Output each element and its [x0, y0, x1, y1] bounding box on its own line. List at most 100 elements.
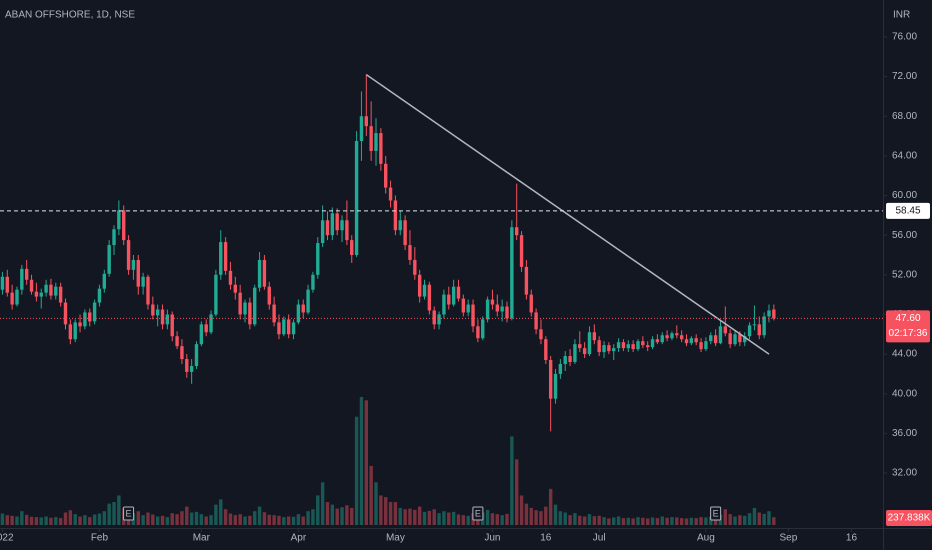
- volume-bar: [39, 517, 43, 525]
- volume-bar: [573, 513, 577, 525]
- candle-body: [505, 306, 509, 319]
- horizontal-line-box: [886, 202, 930, 219]
- candle-body: [291, 322, 296, 335]
- volume-bar: [466, 515, 470, 525]
- candle-body: [364, 116, 368, 127]
- candle-body: [345, 220, 349, 241]
- volume-bar: [384, 497, 388, 525]
- volume-bar: [422, 511, 427, 525]
- volume-bar: [20, 511, 24, 525]
- volume-bar: [413, 509, 417, 525]
- candle-body: [670, 333, 674, 339]
- volume-bar: [534, 510, 538, 525]
- candle-body: [359, 116, 364, 142]
- candle-body: [626, 344, 630, 349]
- candle-body: [519, 235, 524, 267]
- volume-bar: [73, 514, 77, 525]
- candle-body: [88, 312, 92, 322]
- volume-bar: [97, 513, 102, 525]
- volume-bar: [165, 517, 170, 525]
- candle-body: [209, 314, 213, 333]
- candle-body: [490, 299, 495, 305]
- volume-bar: [684, 518, 689, 525]
- volume-bar: [15, 516, 19, 525]
- y-tick-label: 56.00: [892, 230, 917, 241]
- candle-body: [408, 245, 412, 260]
- volume-bar: [447, 512, 451, 525]
- candle-body: [636, 341, 640, 350]
- candle-body: [544, 339, 548, 361]
- candle-body: [185, 359, 189, 372]
- y-tick-label: 40.00: [892, 388, 917, 399]
- candle-body: [645, 345, 650, 348]
- candle-body: [102, 273, 107, 289]
- candle-body: [524, 266, 529, 295]
- volume-bar: [92, 514, 97, 525]
- horizontal-line-label: 58.45: [895, 206, 920, 217]
- volume-bar: [689, 517, 694, 525]
- candle-body: [568, 356, 572, 363]
- candle-body: [563, 356, 567, 364]
- candle-body: [374, 133, 378, 151]
- volume-bar: [539, 511, 543, 525]
- candle-body: [68, 324, 73, 340]
- volume-bar: [752, 507, 757, 525]
- volume-bar: [286, 516, 291, 525]
- candle-body: [0, 276, 5, 290]
- volume-bar: [505, 513, 509, 525]
- volume-bar: [645, 518, 650, 525]
- volume-bar: [24, 514, 29, 525]
- volume-bar: [631, 518, 635, 525]
- volume-bar: [146, 512, 150, 525]
- event-label: E: [713, 508, 719, 518]
- volume-bar: [160, 515, 165, 525]
- volume-bar: [563, 512, 567, 525]
- event-badge: [710, 506, 722, 521]
- candle-body: [257, 259, 262, 288]
- volume-bar: [175, 514, 179, 525]
- candle-body: [73, 322, 77, 340]
- volume-bar: [340, 507, 344, 525]
- volume-bar: [374, 482, 378, 525]
- candle-body: [112, 229, 116, 246]
- y-tick-label: 64.00: [892, 151, 917, 162]
- candle-body: [694, 338, 698, 343]
- volume-label: 237.838K: [888, 513, 931, 524]
- candle-body: [728, 333, 732, 345]
- volume-bar: [762, 513, 766, 525]
- volume-bar: [311, 509, 315, 525]
- candle-body: [650, 339, 655, 348]
- candle-body: [384, 163, 388, 188]
- candle-body: [578, 344, 582, 349]
- candle-body: [63, 302, 68, 325]
- volume-bar: [185, 506, 189, 525]
- candle-body: [219, 242, 223, 275]
- volume-bar: [582, 516, 587, 525]
- candle-body: [78, 322, 82, 327]
- volume-bar: [296, 514, 301, 525]
- volume-bar: [243, 516, 247, 525]
- volume-bar: [107, 503, 111, 525]
- volume-bar: [665, 517, 669, 525]
- candle-body: [597, 340, 601, 353]
- event-label: E: [475, 508, 481, 518]
- candle-body: [325, 220, 330, 236]
- volume-bar: [558, 511, 563, 525]
- volume-bar: [330, 504, 335, 525]
- volume-bar: [772, 517, 776, 525]
- candle-body: [422, 284, 427, 297]
- candle-body: [582, 348, 587, 355]
- x-tick-label: Mar: [193, 533, 211, 544]
- candle-body: [573, 344, 577, 363]
- candle-body: [500, 306, 504, 312]
- volume-bar: [408, 508, 412, 525]
- candle-body: [97, 288, 102, 303]
- volume-bar: [437, 513, 441, 525]
- candle-body: [587, 332, 592, 355]
- volume-bar: [699, 517, 703, 525]
- candle-body: [272, 304, 276, 323]
- candle-body: [631, 344, 635, 350]
- candle-body: [117, 210, 121, 230]
- candle-body: [243, 302, 247, 315]
- volume-bar: [219, 499, 223, 525]
